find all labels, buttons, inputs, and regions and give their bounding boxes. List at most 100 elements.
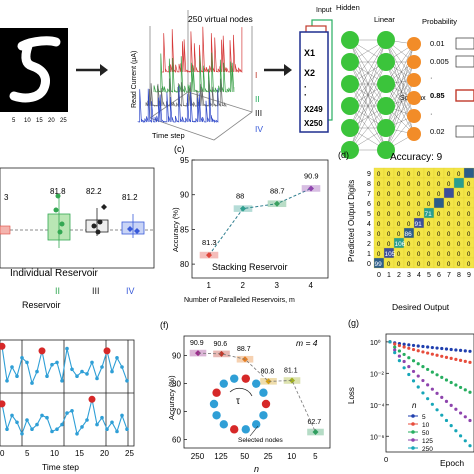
reservoir-trace-II <box>153 52 235 94</box>
nn-edge <box>385 79 415 151</box>
loss-point-125 <box>393 348 397 352</box>
legend-swatch-dot <box>411 430 415 434</box>
loss-point-250 <box>411 379 416 383</box>
cm-cell-value: 0 <box>437 232 441 238</box>
selected-point <box>88 395 96 403</box>
y-tick-label: 10⁻⁴ <box>370 403 385 410</box>
probability-digit-box <box>455 89 474 102</box>
legend-entry: 10 <box>422 422 430 429</box>
cm-cell-value: 0 <box>397 192 401 198</box>
ring-node <box>219 379 228 388</box>
loss-point-10 <box>444 355 449 359</box>
read-current-ylabel: Read Current (μA) <box>131 51 138 108</box>
ring-node <box>241 425 250 434</box>
ring-node <box>212 411 221 420</box>
selected-point <box>38 347 46 355</box>
digit-tick: 25 <box>60 118 67 124</box>
spike-path <box>153 52 235 94</box>
nn-edge <box>385 83 415 135</box>
nn-edge <box>385 61 415 129</box>
cm-diag-value: 106 <box>395 241 406 248</box>
hidden-node-1 <box>341 31 359 49</box>
cm-cell-value: 0 <box>437 242 441 248</box>
panel-a: 5 10 15 20 25 250 virtual nodes Read Current… <box>0 3 474 159</box>
spike-path <box>162 26 243 74</box>
panel-c-marks: 81.3 88 88.7 90.9 <box>199 171 321 259</box>
loss-point-250 <box>426 397 430 401</box>
nn-edge <box>385 79 415 129</box>
trace-point <box>35 369 39 374</box>
cm-cell-value: 0 <box>457 252 461 258</box>
cm-cell-value: 0 <box>437 222 441 228</box>
loss-point-50 <box>435 373 439 377</box>
panel-b: 3 81.8 82.2 81.2 Individual Reservoir II… <box>0 167 155 310</box>
cm-cell-value: 0 <box>387 232 391 238</box>
hidden-node-2 <box>377 31 395 49</box>
panel-c-axes: 80 85 90 95 1 2 3 4 <box>180 156 314 290</box>
panel-f-axes: 60 70 80 90 250 125 50 25 10 5 <box>172 352 318 461</box>
trace-point <box>5 379 9 383</box>
cm-row-label: 9 <box>367 171 371 178</box>
loss-point-250 <box>440 413 444 417</box>
vector-label: X1 <box>304 48 315 58</box>
loss-point-250 <box>397 359 402 363</box>
digit-tick: 5 <box>12 118 16 124</box>
trace-point <box>60 379 64 383</box>
ring-node <box>259 388 268 397</box>
cm-cell-value: 0 <box>387 182 391 188</box>
cm-cell-value: 0 <box>407 192 411 198</box>
panel-c-ylabel: Accuracy (%) <box>171 207 180 252</box>
accuracy-value-label: 88.7 <box>270 187 285 196</box>
cm-cell-value: 0 <box>417 182 421 188</box>
x-tick-label: 1 <box>207 281 212 290</box>
legend-swatch-dot <box>411 438 415 442</box>
nn-edge <box>385 97 415 151</box>
cm-cell-value: 0 <box>447 172 451 178</box>
loss-point-125 <box>440 395 444 399</box>
loss-point-250 <box>407 372 411 377</box>
panel-e-tick: 10 <box>50 449 59 458</box>
loss-point-125 <box>402 359 406 364</box>
reservoir-label-II: II <box>255 94 260 104</box>
cm-diag-value: 91 <box>415 221 423 228</box>
neural-network <box>341 31 421 159</box>
loss-point-10 <box>426 351 430 355</box>
panel-d-title: Accuracy: 9 <box>390 152 443 163</box>
loss-point-125 <box>416 374 420 378</box>
panel-d-letter: (d) <box>338 150 349 160</box>
selected-nodes-label: Selected nodes <box>238 437 284 444</box>
trace-point <box>45 415 49 420</box>
value-label-IV: 81.2 <box>122 193 138 202</box>
trace-point <box>15 374 19 379</box>
cm-cell-value: 0 <box>437 182 441 188</box>
loss-point-5 <box>458 348 463 353</box>
loss-point-50 <box>397 349 402 353</box>
cm-cell-value: 0 <box>427 252 431 258</box>
cm-row-label: 0 <box>367 261 371 268</box>
cm-cell-value: 0 <box>447 182 451 188</box>
trace-point <box>25 418 29 422</box>
loss-point-125 <box>458 411 463 415</box>
tau-label: τ <box>236 396 240 407</box>
panel-g-lines <box>388 340 472 448</box>
time-step-xlabel: Time step <box>152 131 185 140</box>
cm-cell-value: 0 <box>457 202 461 208</box>
cm-row-label: 4 <box>367 221 371 228</box>
x-tick-label: 10 <box>287 452 296 461</box>
trace-point <box>65 346 69 351</box>
cm-diag-value: 99 <box>375 261 383 268</box>
panel-c-letter: (c) <box>174 144 185 154</box>
loss-point-125 <box>430 387 434 391</box>
cm-cell-value: 0 <box>437 212 441 218</box>
trace-point <box>120 365 124 369</box>
cm-cell-value: 0 <box>387 202 391 208</box>
probability-value: 0.02 <box>430 127 445 136</box>
cm-cell-value: 0 <box>427 242 431 248</box>
cm-cell-value: 0 <box>437 172 441 178</box>
y-tick-label: 10⁻⁶ <box>370 434 384 441</box>
loss-point-10 <box>435 353 439 357</box>
cm-cell-value: 0 <box>407 202 411 208</box>
panel-e-tick: 5 <box>25 449 30 458</box>
cm-row-label: 2 <box>367 241 371 248</box>
cm-cell-value: 0 <box>417 192 421 198</box>
